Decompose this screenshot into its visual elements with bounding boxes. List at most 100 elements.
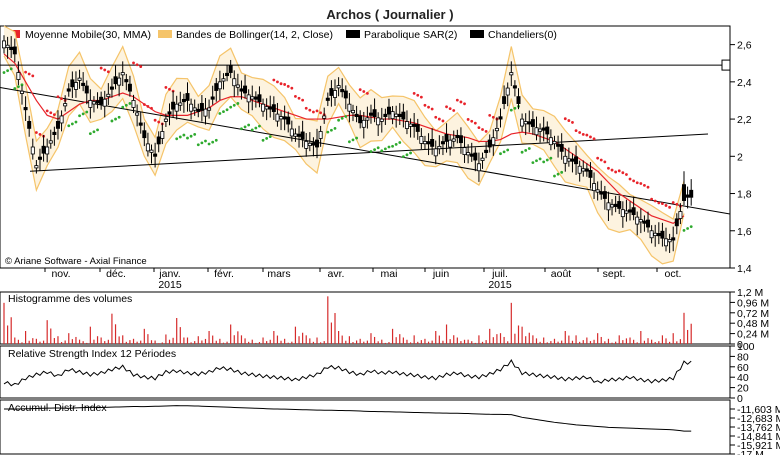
candle-body <box>509 72 514 76</box>
sar-dot-green <box>344 115 348 118</box>
candle-body <box>484 149 489 153</box>
month-label: sept. <box>603 268 626 280</box>
candle-body <box>347 103 352 112</box>
legend-swatch-candles <box>470 30 484 38</box>
sar-dot-green <box>9 67 13 71</box>
sar-dot-green <box>553 174 556 178</box>
candle-body <box>523 121 528 125</box>
month-label: févr. <box>214 268 234 280</box>
price-y-tick-label: 2,2 <box>737 114 752 126</box>
volume-y-axis: 00,24 M0,48 M0,72 M0,96 M1,2 M <box>730 287 769 351</box>
sar-dot-green <box>524 148 528 152</box>
candle-body <box>530 119 535 127</box>
candle-body <box>610 204 615 208</box>
candle-body <box>552 141 557 145</box>
sar-dot-green <box>261 138 265 142</box>
candle-body <box>91 101 96 105</box>
candle-body <box>343 90 348 99</box>
volume-panel-frame <box>0 291 731 345</box>
candle-body <box>653 232 658 236</box>
sar-dot-green <box>218 112 222 115</box>
candle-body <box>649 230 654 239</box>
candle-body <box>599 191 604 195</box>
sar-dot-red <box>617 169 621 173</box>
bollinger-upper <box>3 25 685 220</box>
sar-dot-red <box>632 179 636 183</box>
candle-body <box>584 168 589 172</box>
sar-dot-red <box>466 118 470 121</box>
candle-body <box>192 107 197 111</box>
sar-dot-red <box>571 121 574 124</box>
candle-body <box>656 233 661 237</box>
sar-dot-red <box>56 95 60 99</box>
candle-body <box>502 96 507 104</box>
sar-dot-green <box>78 114 81 118</box>
sar-dot-green <box>340 116 344 120</box>
sar-dot-green <box>189 134 193 138</box>
candle-body <box>422 141 427 145</box>
candle-body <box>153 153 158 157</box>
candle-body <box>401 111 406 120</box>
candle-body <box>592 183 597 191</box>
candle-body <box>624 210 629 214</box>
candle-body <box>178 102 183 106</box>
candle-body <box>430 138 435 147</box>
sar-dot-red <box>423 103 427 107</box>
candle-body <box>297 133 302 137</box>
sar-dot-green <box>214 138 218 142</box>
candle-body <box>376 117 381 126</box>
candle-body <box>473 152 478 161</box>
candle-body <box>52 131 57 135</box>
price-y-tick-label: 2 <box>737 151 743 163</box>
sar-dot-green <box>117 115 121 119</box>
sar-dot-green <box>222 110 225 114</box>
price-y-tick-label: 1,8 <box>737 189 752 201</box>
sar-dot-red <box>441 119 445 123</box>
candle-body <box>595 189 600 193</box>
sar-dot-green <box>121 105 125 109</box>
up-trendline <box>29 133 709 172</box>
sar-dot-green <box>211 140 215 144</box>
candle-body <box>113 76 118 85</box>
candle-body <box>95 100 100 104</box>
candle-body <box>448 139 453 148</box>
candle-body <box>476 163 481 172</box>
sar-dot-green <box>509 108 513 112</box>
sar-dot-red <box>650 197 654 201</box>
sar-dot-red <box>434 115 438 119</box>
sar-dot-green <box>67 124 71 128</box>
candle-body <box>156 136 161 145</box>
candle-body <box>185 93 190 101</box>
candle-body <box>437 145 442 150</box>
candle-body <box>404 121 409 129</box>
sar-dot-red <box>610 168 614 172</box>
candle-body <box>149 149 154 153</box>
rsi-panel-title: Relative Strength Index 12 Périodes <box>8 348 176 360</box>
candle-body <box>311 142 316 146</box>
sar-dot-green <box>333 126 337 130</box>
sar-dot-green <box>229 105 233 109</box>
candle-body <box>545 126 550 135</box>
candle-body <box>397 113 402 117</box>
candle-body <box>383 113 388 117</box>
sar-dot-red <box>625 173 628 176</box>
sar-dot-red <box>603 160 607 164</box>
sar-dot-green <box>204 139 207 143</box>
sar-dot-red <box>437 117 441 121</box>
candle-body <box>199 103 204 111</box>
candle-body <box>207 107 212 111</box>
candle-body <box>135 112 140 116</box>
candlesticks <box>2 35 694 253</box>
sar-dot-red <box>585 133 589 137</box>
sar-dot-green <box>560 170 564 174</box>
sar-dot-green <box>250 128 254 132</box>
volume-y-tick-label: 0,48 M <box>737 318 769 330</box>
candle-body <box>368 112 373 116</box>
sar-dot-red <box>99 66 103 70</box>
candle-body <box>516 96 521 104</box>
sar-dot-red <box>578 131 582 134</box>
candle-body <box>203 108 208 117</box>
month-label: nov. <box>51 268 70 280</box>
candle-body <box>246 94 251 103</box>
